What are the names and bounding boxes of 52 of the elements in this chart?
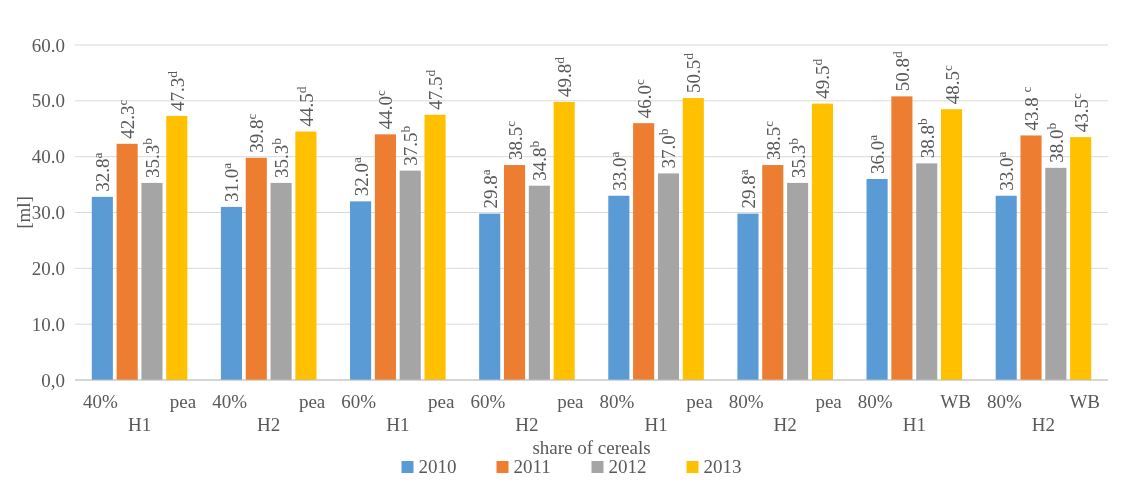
y-tick-label: 10.0 [31,313,65,335]
bar [245,157,267,380]
x-axis-title: share of cereals [532,437,651,458]
y-tick-label: 30.0 [31,202,65,224]
bar [295,131,317,380]
legend-label: 2011 [513,456,551,477]
bar [528,185,550,380]
bar [811,103,833,380]
category-label: 80% WB H2 [986,391,1100,435]
y-axis-title: [ml] [13,196,34,229]
bar [940,109,963,380]
y-tick-label: 0,0 [41,369,65,391]
bar [220,206,243,380]
bar [995,195,1017,380]
legend-label: 2010 [418,456,457,477]
bar [166,115,188,380]
bar [762,165,784,380]
bar [374,134,396,380]
category-label: 80% WB H1 [857,391,971,435]
y-tick-label: 50.0 [31,90,65,112]
bar [350,201,372,380]
bar [633,123,655,380]
category-label: 80% pea H1 [599,391,713,435]
legend-label: 2013 [703,456,742,477]
bar [399,170,421,380]
category-label: 80% pea H2 [728,391,842,435]
bar [866,179,888,380]
bar [1020,135,1042,380]
bar [1070,137,1092,380]
bar [116,143,138,380]
bar [1045,167,1067,380]
category-label: 40% pea H2 [212,391,326,435]
bar [608,195,630,380]
bar [424,114,446,380]
y-tick-label: 60.0 [31,34,65,56]
category-label: 40% pea H1 [83,391,197,435]
bar [891,96,913,380]
y-tick-label: 40.0 [31,146,65,168]
category-label: 60% pea H1 [341,391,455,435]
y-tick-label: 20.0 [31,257,65,279]
bar [737,213,759,380]
bar [91,196,113,380]
legend-label: 2012 [608,456,647,477]
bar [657,173,680,380]
bar [503,165,526,380]
bar [787,182,809,380]
bar [479,213,501,380]
bar [553,101,575,380]
bar [141,182,163,380]
bar [682,98,704,380]
bar [916,163,938,380]
bar [270,182,292,380]
